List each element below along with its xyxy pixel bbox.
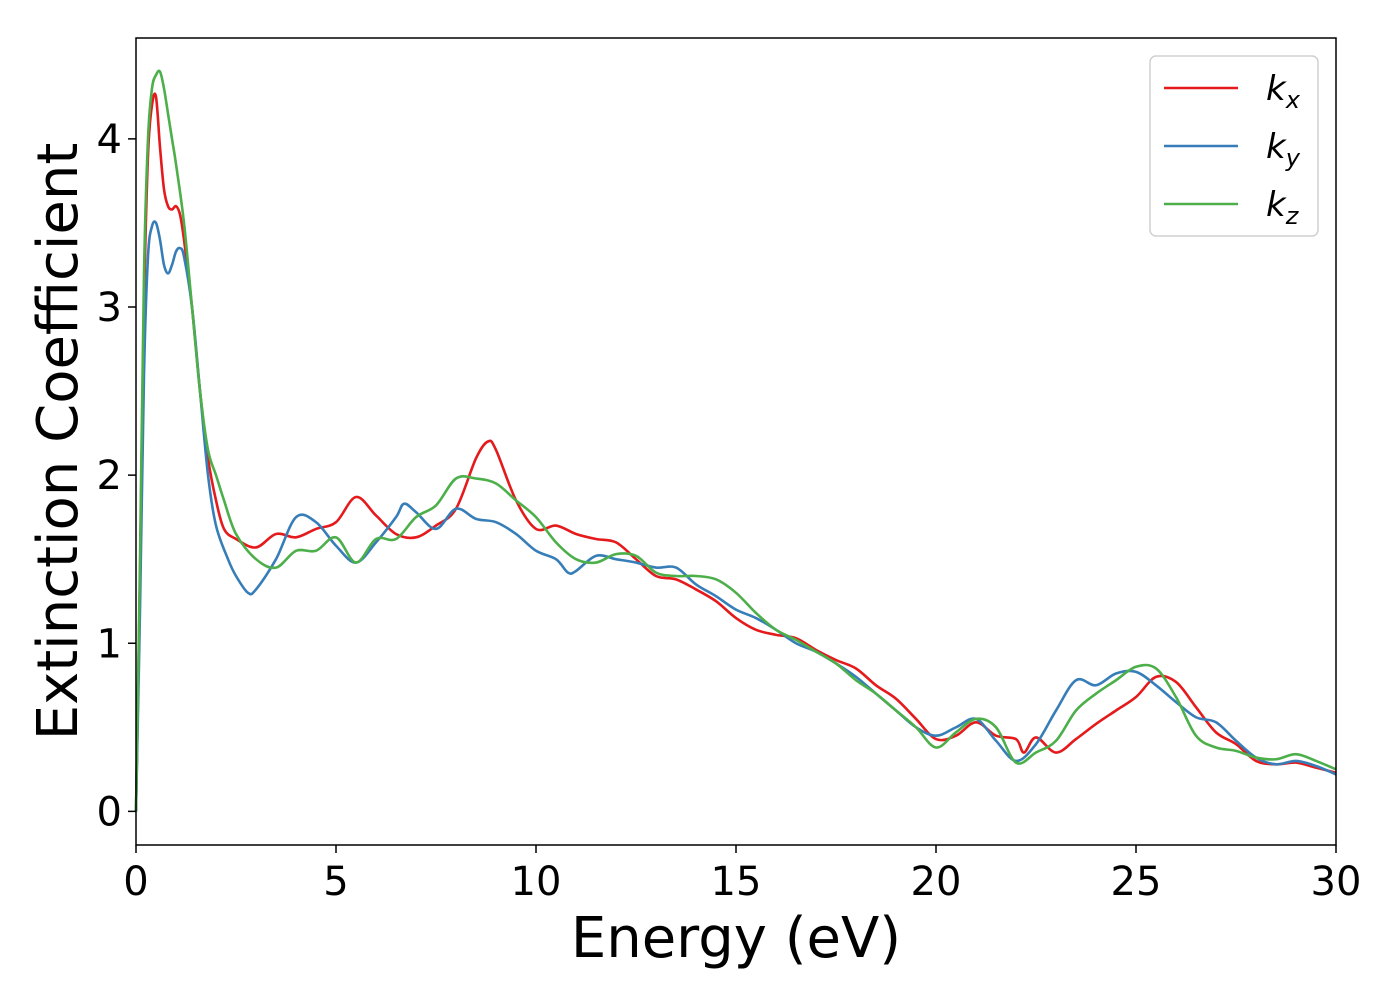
legend-label-y: ky bbox=[1266, 127, 1301, 172]
legend-label-z: kz bbox=[1266, 185, 1300, 230]
legend-label-x: kx bbox=[1266, 69, 1301, 114]
x-axis-label: Energy (eV) bbox=[571, 906, 901, 971]
x-tick-label: 15 bbox=[711, 859, 762, 905]
y-axis-label: Extinction Coefficient bbox=[26, 143, 91, 741]
series-line-y bbox=[134, 220, 1337, 812]
x-tick-label: 25 bbox=[1111, 859, 1162, 905]
legend: kx ky kz bbox=[1149, 55, 1319, 237]
y-tick-label: 0 bbox=[97, 789, 122, 835]
y-tick-label: 1 bbox=[97, 621, 122, 667]
x-tick-label: 5 bbox=[323, 859, 348, 905]
y-tick-label: 2 bbox=[97, 453, 122, 499]
x-tick-label: 20 bbox=[911, 859, 962, 905]
x-tick-label: 10 bbox=[511, 859, 562, 905]
y-tick-label: 3 bbox=[97, 285, 122, 331]
x-tick-label: 30 bbox=[1311, 859, 1362, 905]
series-line-z bbox=[134, 69, 1337, 812]
y-tick-label: 4 bbox=[97, 117, 122, 163]
series-line-x bbox=[134, 92, 1337, 812]
tick-layer: 0 5 10 15 20 25 30 0 1 2 3 4 bbox=[97, 117, 1362, 905]
x-tick-label: 0 bbox=[123, 859, 148, 905]
series-layer bbox=[134, 69, 1337, 812]
